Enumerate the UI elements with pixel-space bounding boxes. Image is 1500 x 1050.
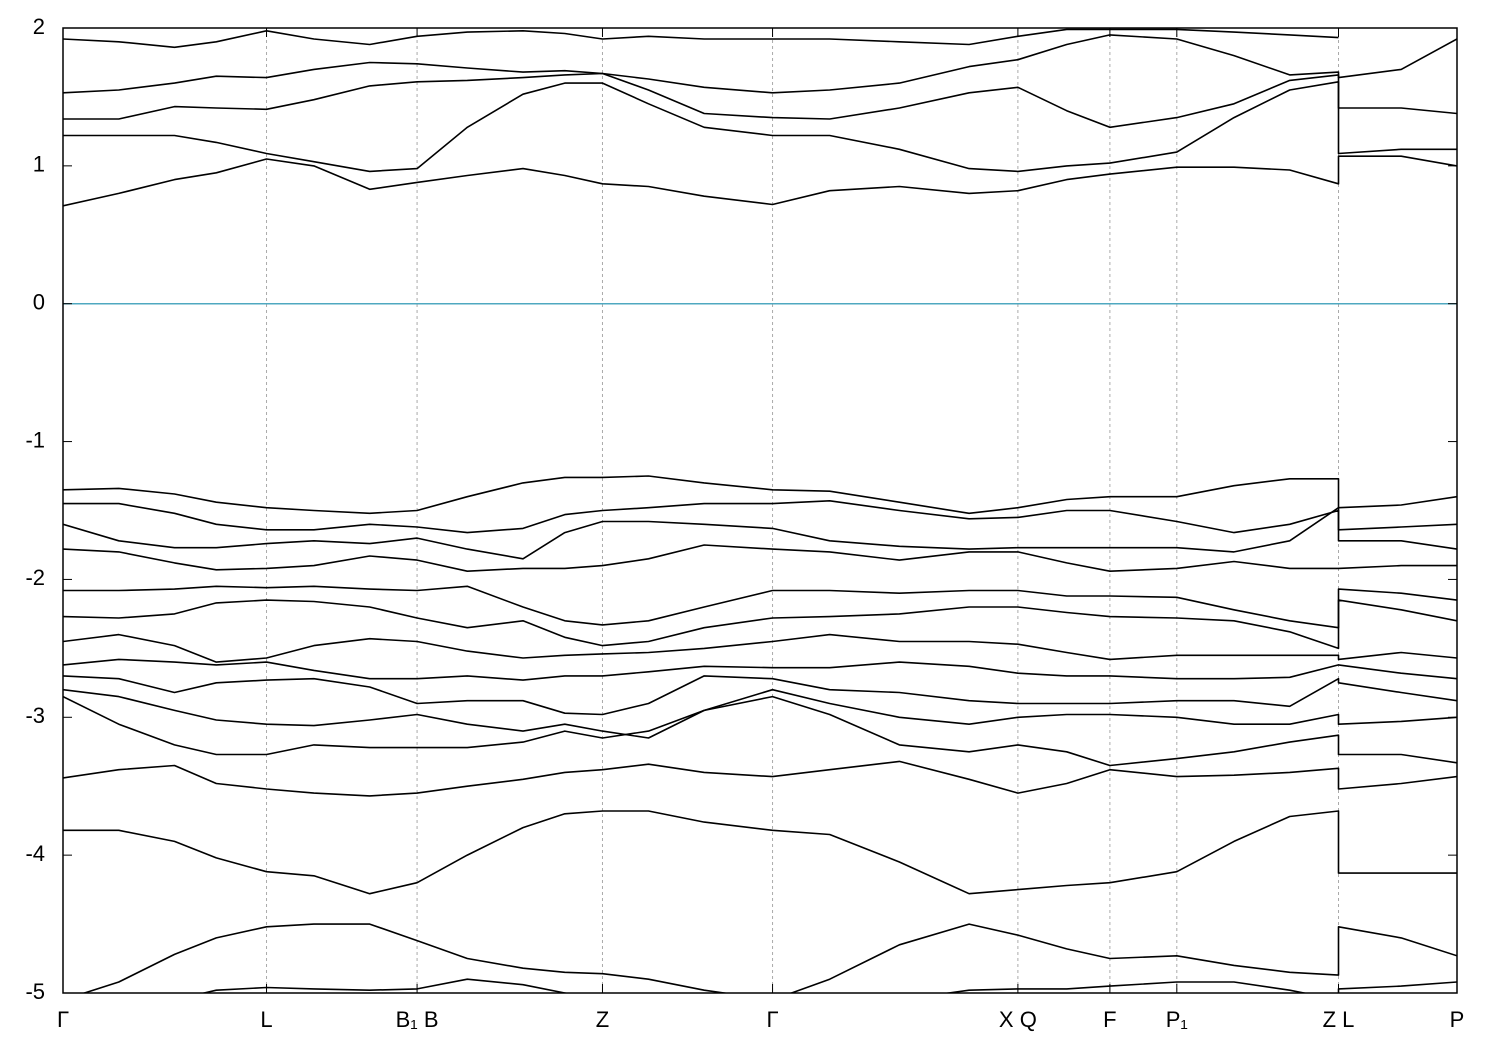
x-tick-label: Γ: [57, 1007, 69, 1032]
y-tick-label: 0: [33, 290, 45, 315]
band-line: [63, 760, 1457, 797]
band-line: [63, 155, 1457, 207]
band-line: [63, 675, 1457, 716]
band-line: [63, 585, 1457, 629]
y-tick-label: -5: [25, 979, 45, 1004]
x-tick-label: L: [260, 1007, 272, 1032]
y-tick-label: -3: [25, 703, 45, 728]
band-line: [63, 34, 1457, 94]
x-tick-label: X Q: [999, 1007, 1037, 1032]
band-line: [200, 978, 1457, 993]
band-line: [63, 688, 1457, 739]
band-line: [63, 475, 1457, 515]
band-line: [63, 633, 1457, 663]
x-tick-label: P₁: [1166, 1007, 1188, 1032]
band-line: [63, 695, 1457, 767]
axes: 2 1 0 -1 -2 -3 -4 -5 Γ L B₁ B Z Γ X Q F P₁ Z L P: [25, 14, 1464, 1032]
band-line: [63, 658, 1457, 681]
x-tick-label: Γ: [766, 1007, 778, 1032]
band-line: [63, 81, 1457, 173]
band-line: [63, 599, 1457, 650]
band-line: [63, 810, 1457, 895]
band-line: [63, 500, 1457, 534]
x-tick-label: Z L: [1323, 1007, 1355, 1032]
band-line: [63, 72, 1457, 129]
y-tick-label: 1: [33, 152, 45, 177]
y-tick-label: 2: [33, 14, 45, 39]
x-tick-label: P: [1450, 1007, 1465, 1032]
band-line: [81, 923, 1457, 993]
band-line: [63, 544, 1457, 572]
x-tick-label: B₁ B: [396, 1007, 439, 1032]
y-tick-label: -4: [25, 841, 45, 866]
y-tick-label: -2: [25, 565, 45, 590]
grid: [62, 28, 1458, 993]
y-tick-label: -1: [25, 427, 45, 452]
band-line: [63, 28, 1339, 49]
x-tick-label: Z: [596, 1007, 609, 1032]
plot-area: [63, 28, 1457, 993]
plot-frame: [62, 27, 1458, 994]
x-tick-label: F: [1103, 1007, 1116, 1032]
band-line: [63, 506, 1457, 560]
